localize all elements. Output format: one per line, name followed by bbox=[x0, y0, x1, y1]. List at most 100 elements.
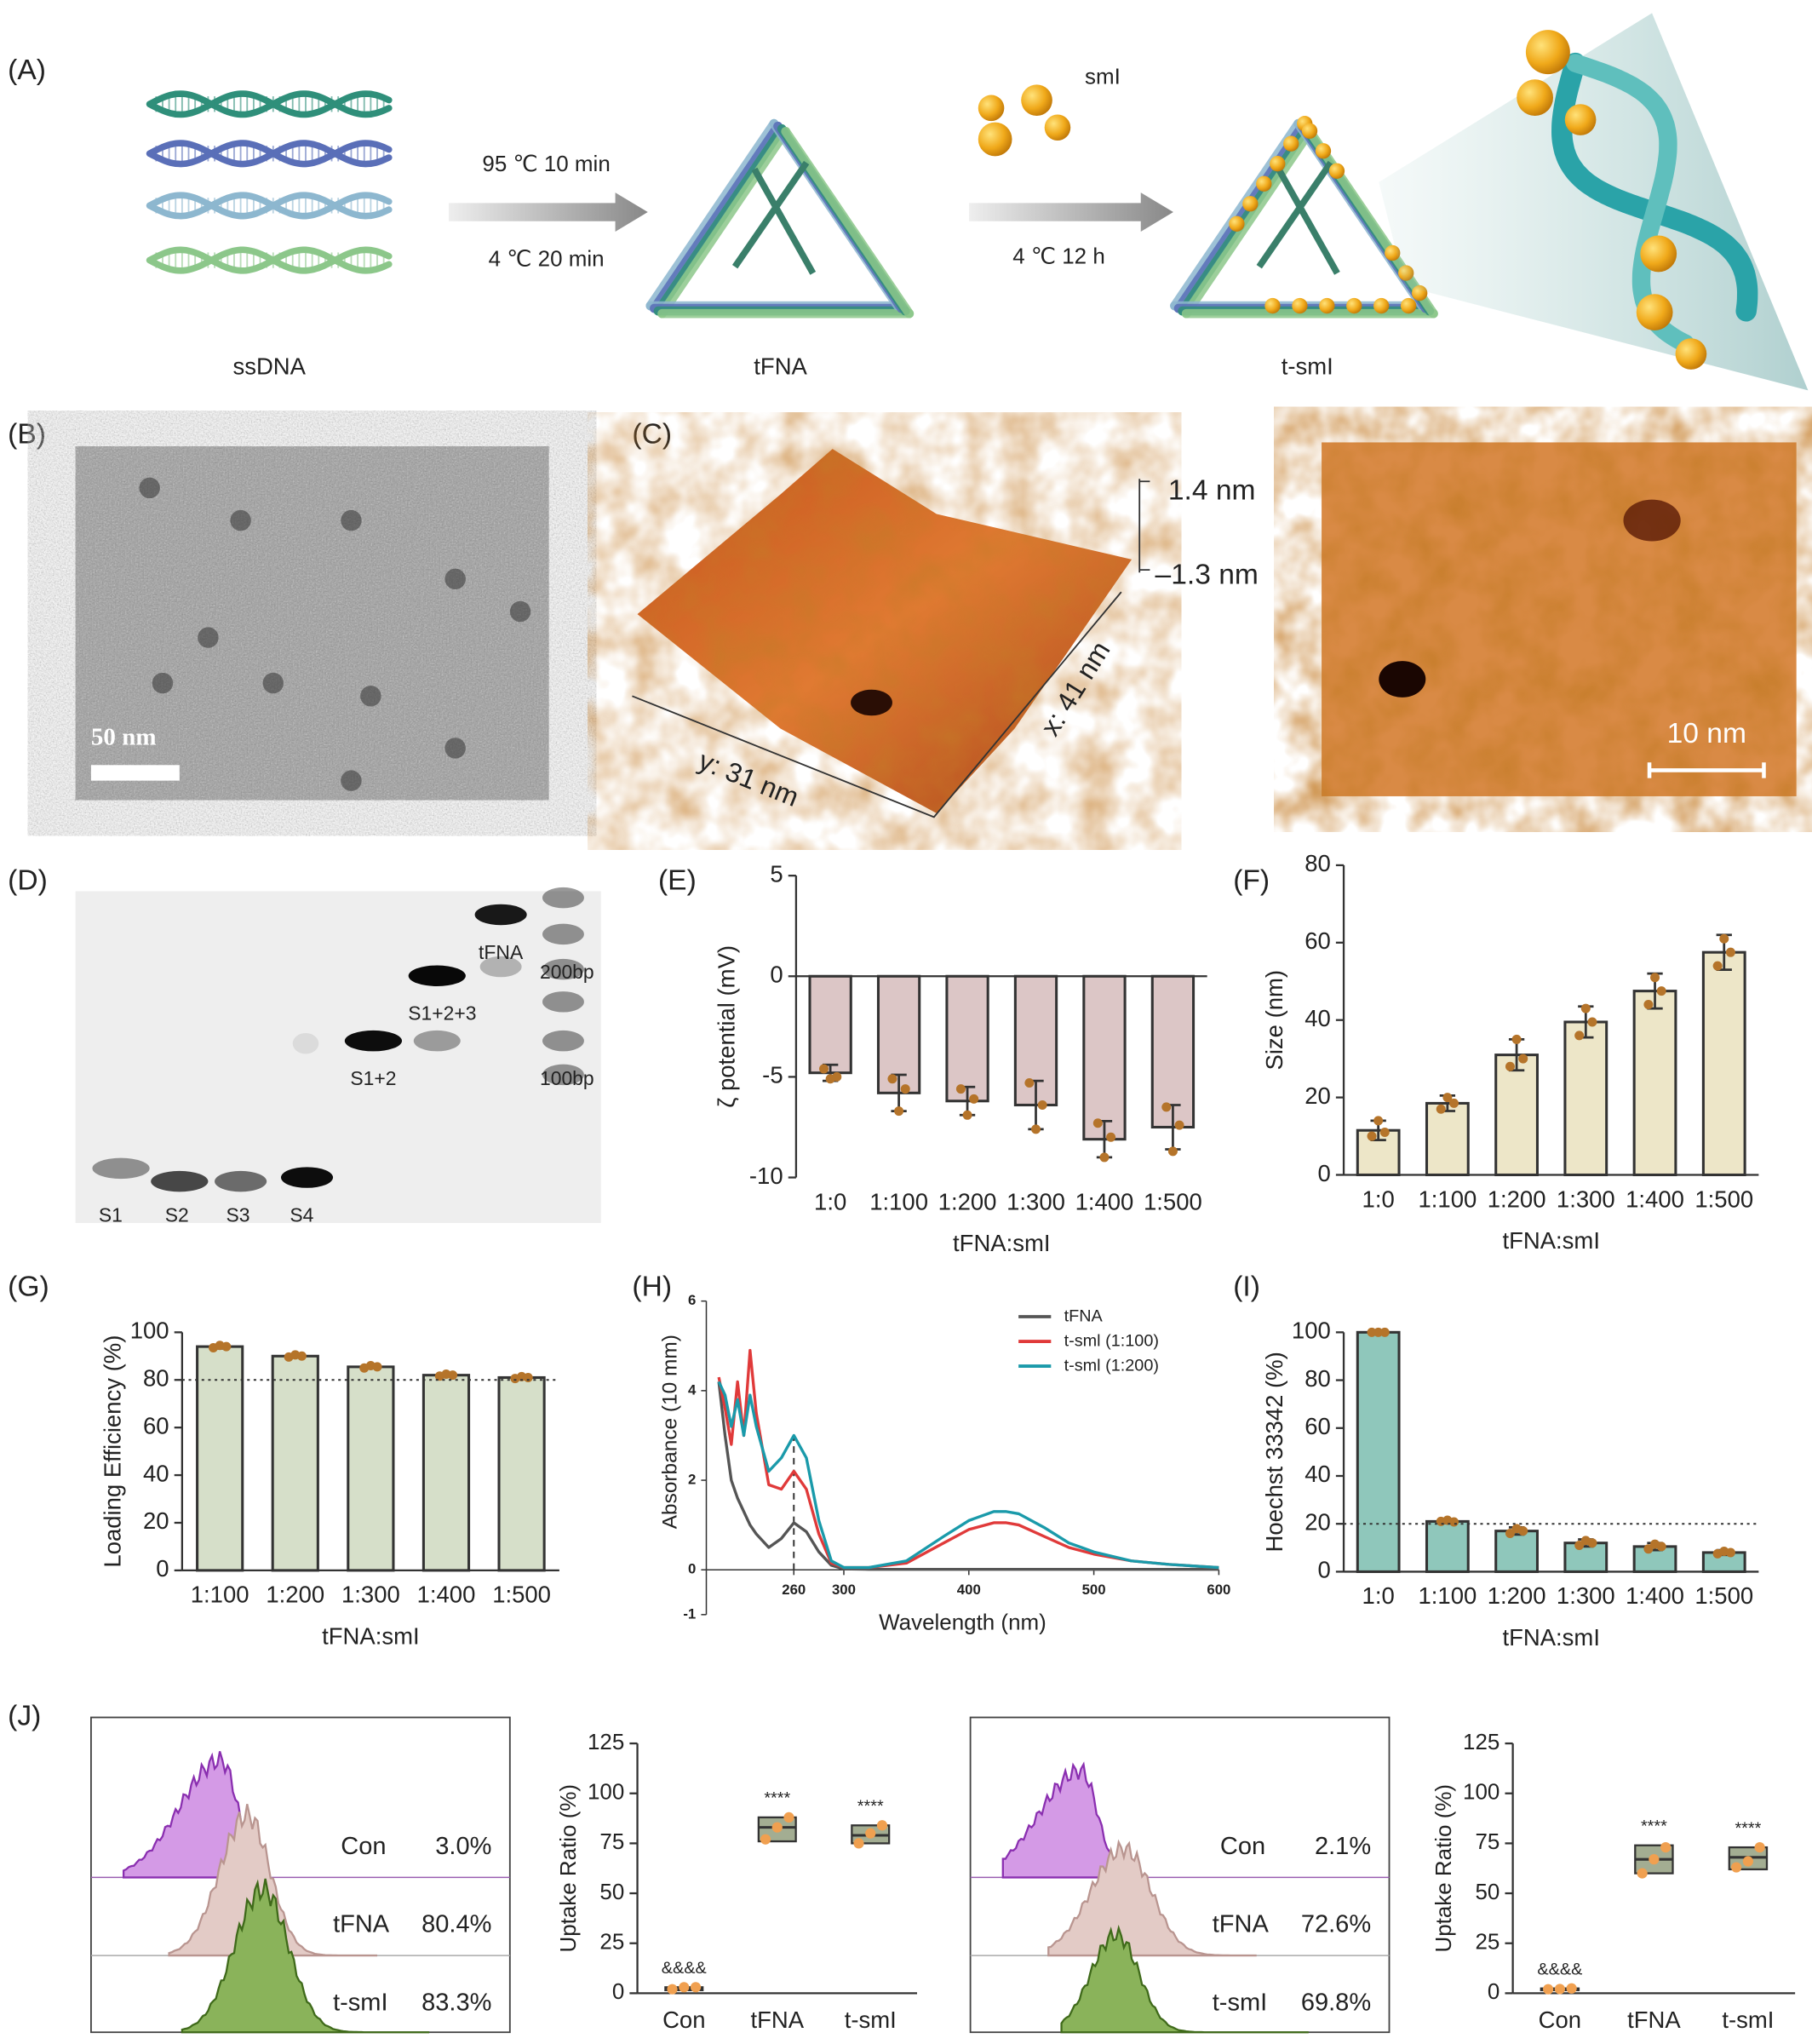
particle bbox=[444, 568, 466, 590]
gel-band bbox=[292, 1032, 319, 1054]
data-point bbox=[1024, 1078, 1035, 1088]
histogram bbox=[1060, 1924, 1309, 2034]
data-point bbox=[1742, 1856, 1754, 1867]
annotation: **** bbox=[1735, 1819, 1761, 1838]
data-point bbox=[1554, 1984, 1566, 1995]
condition: 4 ℃ 12 h bbox=[1012, 243, 1105, 268]
y-tick-label: 25 bbox=[1475, 1929, 1499, 1955]
helix bbox=[653, 123, 787, 316]
data-point bbox=[1373, 1327, 1384, 1337]
gel-band bbox=[215, 1170, 267, 1192]
zoom-fan bbox=[1379, 13, 1809, 391]
percent-label: 83.3% bbox=[421, 1989, 491, 2016]
histogram bbox=[1047, 1839, 1257, 1957]
data-point bbox=[1518, 1526, 1528, 1536]
percent-label: 69.8% bbox=[1301, 1989, 1371, 2016]
data-point bbox=[819, 1064, 829, 1074]
y-tick-label: 40 bbox=[1305, 1461, 1331, 1487]
x-tick-label: 1:0 bbox=[1362, 1186, 1395, 1212]
x-tick-label: 1:100 bbox=[1418, 1582, 1477, 1609]
particle bbox=[444, 738, 466, 759]
data-point bbox=[894, 1106, 904, 1117]
x-tick-label: 1:300 bbox=[1557, 1186, 1615, 1212]
sphere bbox=[1283, 135, 1299, 152]
particle bbox=[341, 509, 362, 531]
y-tick-label: -5 bbox=[762, 1062, 783, 1088]
y-tick-label: 100 bbox=[1292, 1318, 1331, 1344]
percent-label: 2.1% bbox=[1315, 1833, 1371, 1860]
data-point bbox=[832, 1071, 842, 1082]
bar bbox=[1356, 1330, 1401, 1573]
x-tick-label: 1:0 bbox=[814, 1188, 846, 1214]
strand bbox=[146, 192, 393, 220]
data-point bbox=[1449, 1098, 1459, 1108]
gel-band bbox=[479, 956, 522, 978]
panel-label: (G) bbox=[8, 1271, 49, 1302]
reagent-label: smI bbox=[1085, 64, 1121, 89]
y-tick-label: 2 bbox=[688, 1471, 696, 1487]
particle bbox=[509, 600, 531, 623]
y-tick-label: 100 bbox=[588, 1779, 624, 1805]
x-tick-label: 1:100 bbox=[869, 1188, 928, 1214]
marker-label: 100bp bbox=[540, 1067, 594, 1089]
lane-label: S2 bbox=[165, 1203, 189, 1226]
y-tick-label: 125 bbox=[588, 1729, 624, 1754]
particle bbox=[139, 477, 160, 499]
x-tick-label: 1:400 bbox=[1626, 1186, 1684, 1212]
strand bbox=[146, 140, 393, 168]
bar bbox=[1425, 1519, 1470, 1573]
sphere bbox=[1292, 297, 1308, 314]
x-tick-label: 1:200 bbox=[1488, 1186, 1546, 1212]
data-point bbox=[1031, 1124, 1041, 1134]
sphere bbox=[1044, 114, 1071, 141]
panel-label: (H) bbox=[632, 1271, 672, 1302]
x-tick-label: Con bbox=[1539, 2007, 1581, 2033]
data-point bbox=[1587, 1538, 1597, 1548]
condition: 4 ℃ 20 min bbox=[489, 245, 605, 271]
y-tick-label: 75 bbox=[1475, 1829, 1499, 1854]
data-point bbox=[1660, 1841, 1672, 1853]
x-tick-label: 260 bbox=[782, 1582, 806, 1598]
data-point bbox=[1725, 947, 1735, 957]
y-tick-label: 25 bbox=[599, 1929, 624, 1955]
x-tick-label: 600 bbox=[1207, 1582, 1230, 1598]
data-point bbox=[1656, 1542, 1666, 1552]
z-label: 1.4 nm bbox=[1168, 474, 1256, 506]
bar bbox=[347, 1365, 395, 1572]
bar bbox=[1425, 1101, 1470, 1177]
annotation: **** bbox=[857, 1797, 884, 1816]
annotation: **** bbox=[1641, 1817, 1667, 1836]
x-axis-title: tFNA:smI bbox=[322, 1623, 420, 1650]
afm-texture bbox=[637, 449, 1132, 813]
gel-band bbox=[542, 1030, 584, 1052]
y-tick-label: 20 bbox=[143, 1507, 169, 1534]
data-point bbox=[1649, 1854, 1660, 1865]
bar bbox=[945, 974, 989, 1103]
strand bbox=[146, 246, 393, 274]
annotation: **** bbox=[764, 1789, 790, 1808]
legend-label: t-sml (1:200) bbox=[1064, 1356, 1159, 1375]
percent-label: 3.0% bbox=[435, 1833, 491, 1860]
x-tick-label: 1:400 bbox=[417, 1582, 476, 1608]
arrow bbox=[969, 192, 1173, 232]
lane-label: S3 bbox=[226, 1203, 250, 1226]
particle bbox=[230, 509, 251, 531]
y-tick-label: 60 bbox=[1305, 1413, 1331, 1439]
scale-bar bbox=[90, 765, 180, 781]
particle bbox=[198, 627, 219, 648]
afm-pit bbox=[1379, 661, 1426, 698]
x-tick-label: 1:500 bbox=[492, 1582, 551, 1608]
sphere bbox=[1373, 297, 1390, 314]
y-tick-label: 4 bbox=[688, 1381, 697, 1398]
data-point bbox=[900, 1084, 910, 1094]
series-line bbox=[717, 1381, 1219, 1570]
gel-band bbox=[151, 1170, 209, 1192]
sphere bbox=[1640, 235, 1677, 273]
sphere bbox=[1346, 297, 1362, 314]
data-point bbox=[372, 1362, 382, 1372]
bar bbox=[1563, 1020, 1608, 1177]
x-tick-label: 1:500 bbox=[1694, 1186, 1753, 1212]
afm-axes bbox=[632, 479, 1150, 818]
data-point bbox=[667, 1984, 678, 1995]
sphere bbox=[1319, 297, 1335, 314]
